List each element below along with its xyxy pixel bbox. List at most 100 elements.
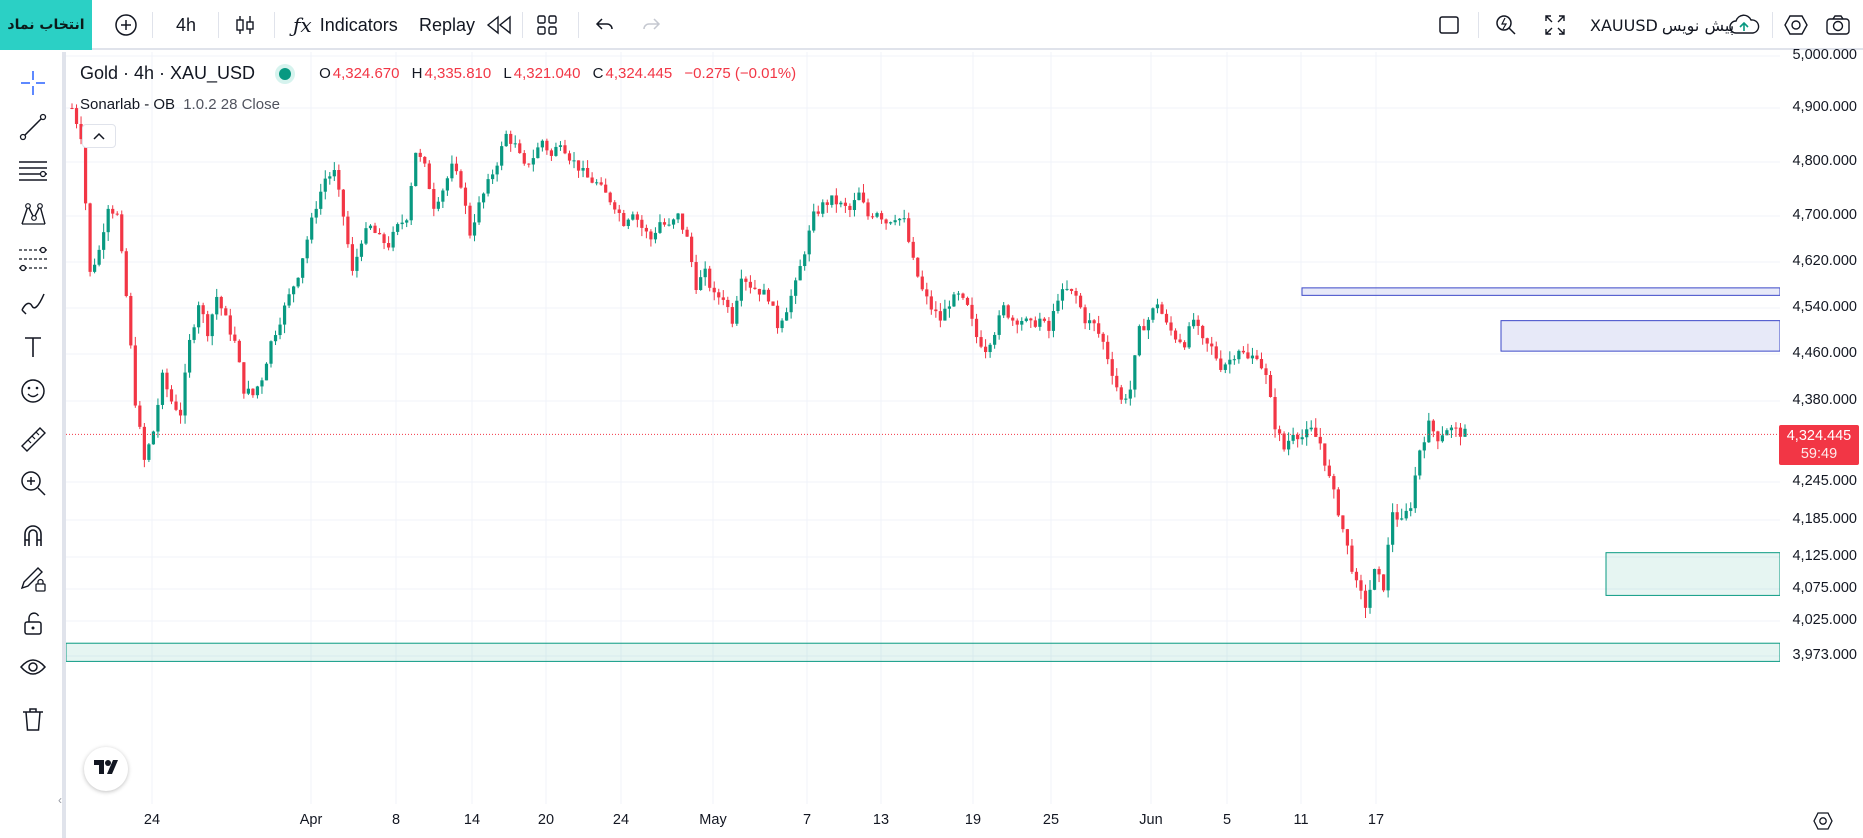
candle-body bbox=[1133, 355, 1137, 390]
candle-body bbox=[757, 288, 762, 295]
candle-body bbox=[861, 192, 866, 203]
candle-body bbox=[671, 219, 676, 225]
candle-body bbox=[1259, 358, 1264, 369]
time-tick-label: 17 bbox=[1367, 812, 1385, 828]
candle-body bbox=[323, 178, 327, 192]
collapse-left-arrow-icon[interactable]: ‹ bbox=[58, 793, 62, 807]
layout-button[interactable] bbox=[536, 0, 558, 50]
candle-body bbox=[956, 293, 961, 295]
candle-body bbox=[1173, 330, 1178, 340]
open-value: 4,324.670 bbox=[332, 65, 400, 82]
candle-body bbox=[1128, 389, 1132, 399]
candle-body bbox=[97, 249, 101, 265]
lock-drawing-tool[interactable] bbox=[14, 560, 52, 598]
candle-body bbox=[748, 281, 753, 288]
candle-body bbox=[794, 280, 798, 296]
settings-button[interactable] bbox=[1783, 0, 1809, 50]
candle-body bbox=[1078, 295, 1083, 308]
candle-body bbox=[305, 239, 309, 259]
horizontal-lines-tool[interactable] bbox=[14, 152, 52, 190]
candle-body bbox=[1151, 308, 1155, 320]
candle-body bbox=[766, 289, 771, 302]
candle-body bbox=[1427, 420, 1431, 443]
time-axis[interactable]: 24 Apr 8 14 20 24 May 7 13 19 25 Jun 5 11 17 bbox=[66, 806, 1863, 838]
magnet-tool[interactable] bbox=[14, 516, 52, 554]
price-chart[interactable] bbox=[66, 52, 1780, 804]
indicators-label: Indicators bbox=[319, 14, 398, 35]
candle-body bbox=[187, 339, 192, 373]
candle-body bbox=[332, 170, 336, 177]
eye-icon bbox=[18, 652, 48, 682]
hide-tool[interactable] bbox=[14, 648, 52, 686]
indicators-button[interactable]: ƒx Indicators bbox=[293, 0, 398, 50]
candle-body bbox=[653, 232, 658, 240]
cloud-upload-icon bbox=[1728, 13, 1760, 37]
collapse-legend-button[interactable] bbox=[82, 124, 116, 148]
candle-body bbox=[1377, 568, 1381, 575]
candle-body bbox=[1002, 305, 1006, 316]
replay-button[interactable]: Replay bbox=[419, 0, 513, 50]
candle-body bbox=[613, 202, 617, 210]
candle-body bbox=[477, 202, 481, 223]
interval-button[interactable]: 4h bbox=[176, 14, 197, 35]
candle-body bbox=[916, 257, 920, 277]
measure-tool[interactable] bbox=[14, 420, 52, 458]
text-icon bbox=[18, 332, 48, 362]
candle-body bbox=[522, 153, 526, 164]
price-axis[interactable]: 5,000.000 4,900.000 4,800.000 4,700.000 4,62… bbox=[1780, 47, 1863, 804]
candle-body bbox=[925, 289, 929, 297]
quick-search-button[interactable] bbox=[1494, 0, 1518, 50]
candle-body bbox=[1006, 305, 1010, 318]
candle-body bbox=[391, 231, 395, 248]
candle-body bbox=[640, 219, 644, 228]
crosshair-tool[interactable] bbox=[14, 64, 52, 102]
snapshot-button[interactable] bbox=[1825, 0, 1851, 50]
axis-settings-button[interactable] bbox=[1812, 810, 1834, 837]
save-cloud-button[interactable] bbox=[1728, 0, 1760, 50]
candle-body bbox=[1232, 359, 1236, 361]
grid-icon bbox=[536, 14, 558, 36]
zoom-tool[interactable] bbox=[14, 464, 52, 502]
time-tick-label: 24 bbox=[143, 812, 161, 828]
lock-all-tool[interactable] bbox=[14, 604, 52, 642]
symbol-select-button[interactable]: انتخاب نماد bbox=[0, 0, 92, 50]
candle-body bbox=[147, 444, 151, 460]
pattern-icon bbox=[18, 200, 48, 230]
trendline-icon bbox=[18, 112, 48, 142]
add-symbol-button[interactable] bbox=[114, 0, 138, 50]
candle-body bbox=[920, 276, 924, 290]
emoji-tool[interactable] bbox=[14, 372, 52, 410]
candle-body bbox=[1309, 427, 1313, 430]
candle-body bbox=[1277, 429, 1282, 434]
candle-body bbox=[1345, 529, 1350, 546]
brush-tool[interactable] bbox=[14, 284, 52, 322]
text-tool[interactable] bbox=[14, 328, 52, 366]
candle-body bbox=[1409, 508, 1413, 511]
layout-name[interactable]: XAUUSD پیش نویس bbox=[1590, 0, 1734, 50]
ob-zone-0 bbox=[1301, 287, 1780, 296]
fullscreen-button[interactable] bbox=[1543, 0, 1567, 50]
candle-body bbox=[889, 222, 893, 224]
pattern-tool[interactable] bbox=[14, 196, 52, 234]
rectangle-button[interactable] bbox=[1437, 0, 1461, 50]
candle-body bbox=[1336, 489, 1340, 516]
redo-button[interactable] bbox=[640, 0, 662, 50]
chart-type-button[interactable] bbox=[234, 0, 256, 50]
undo-button[interactable] bbox=[594, 0, 616, 50]
indicator-legend[interactable]: Sonarlab - OB 1.0.2 28 Close bbox=[80, 96, 280, 113]
candle-body bbox=[898, 218, 902, 221]
candle-body bbox=[206, 314, 210, 337]
candle-body bbox=[1354, 571, 1359, 581]
candle-body bbox=[902, 218, 906, 220]
candle-body bbox=[178, 409, 183, 416]
candle-body bbox=[1169, 322, 1173, 331]
tradingview-logo[interactable] bbox=[84, 747, 128, 791]
candle-body bbox=[174, 401, 178, 410]
ob-zone-2 bbox=[1605, 552, 1780, 596]
candle-body bbox=[364, 228, 368, 244]
delete-tool[interactable] bbox=[14, 700, 52, 738]
trendline-tool[interactable] bbox=[14, 108, 52, 146]
fib-tool[interactable] bbox=[14, 240, 52, 278]
gear-icon bbox=[1812, 812, 1834, 836]
candle-body bbox=[545, 140, 549, 151]
